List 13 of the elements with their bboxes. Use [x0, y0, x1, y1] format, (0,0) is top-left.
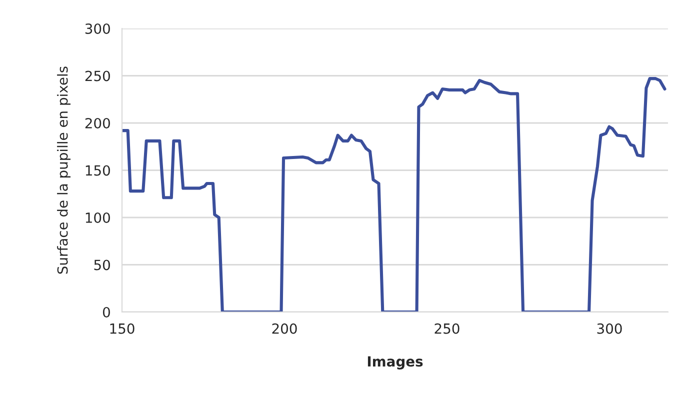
y-tick-label: 100	[86, 212, 110, 223]
x-tick-label: 250	[434, 323, 460, 334]
y-tick-label: 300	[85, 23, 110, 34]
x-tick-label: 150	[110, 323, 134, 334]
x-axis-title: Images	[368, 356, 423, 370]
x-tick-label: 200	[272, 323, 297, 334]
x-tick-label: 300	[597, 323, 622, 334]
y-tick-label: 50	[94, 260, 110, 270]
y-tick-label: 200	[85, 118, 110, 128]
y-tick-label: 250	[85, 70, 110, 82]
y-tick-label: 0	[102, 306, 110, 318]
y-axis-title: Surface de la pupille en pixels	[57, 66, 70, 274]
y-tick-label: 150	[86, 165, 110, 176]
